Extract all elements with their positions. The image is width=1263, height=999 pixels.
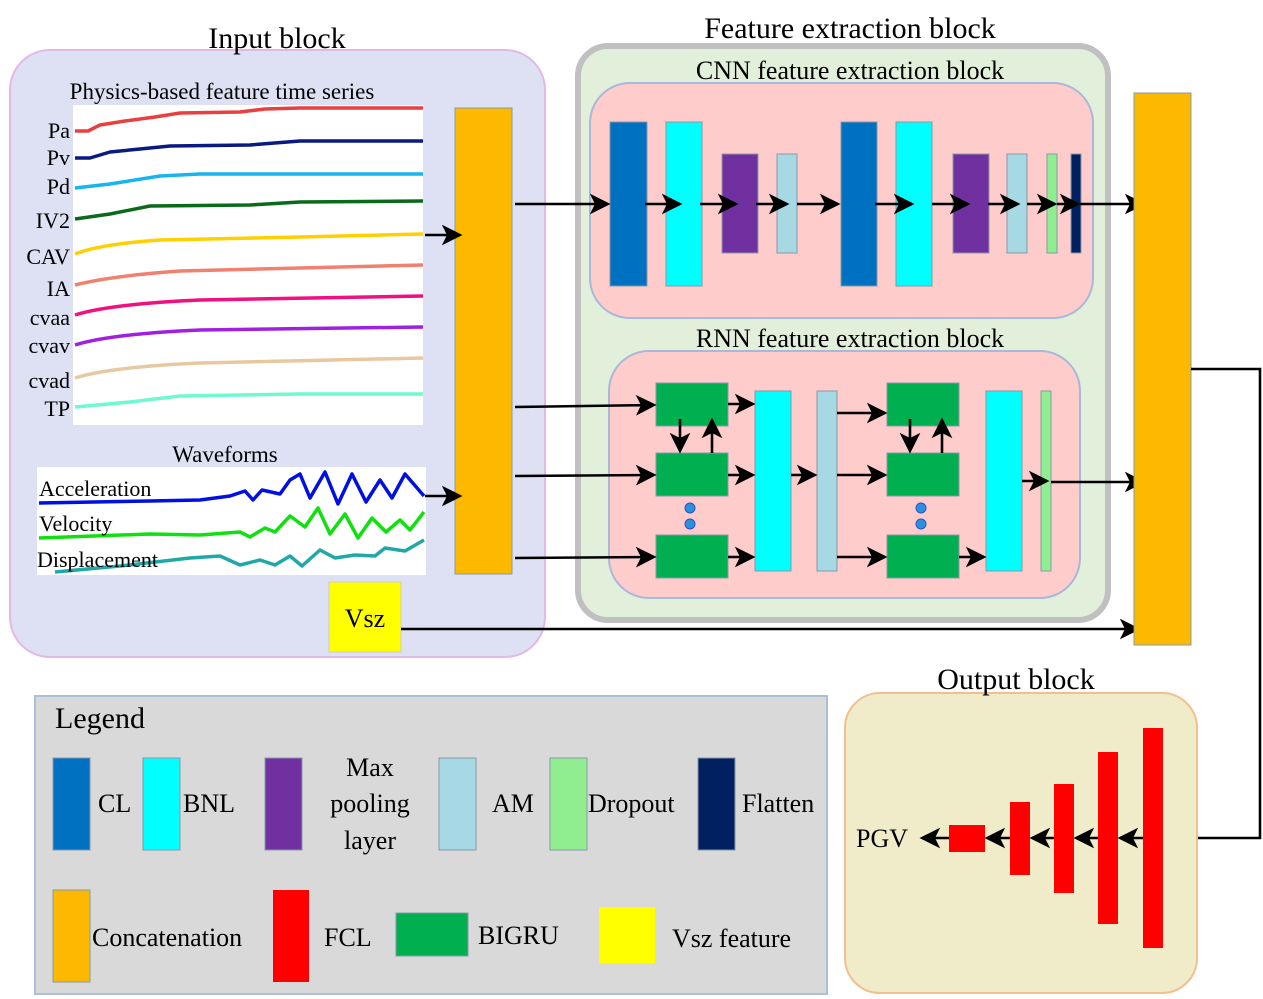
legend-swatch-cl bbox=[52, 757, 91, 851]
rnn-arrows bbox=[514, 393, 1146, 568]
feature-extraction-block: Feature extraction block CNN feature ext… bbox=[514, 12, 1146, 623]
feature-label: IV2 bbox=[36, 208, 70, 233]
legend-label-am: AM bbox=[492, 789, 534, 818]
series-line bbox=[74, 263, 424, 287]
pgv-output-label: PGV bbox=[856, 824, 908, 853]
feature-labels: Pa Pv Pd IV2 CAV IA cvaa cvav cvad TP bbox=[26, 118, 70, 421]
feature-label: cvav bbox=[28, 333, 70, 358]
waveforms-title: Waveforms bbox=[172, 442, 277, 467]
bigru-cell bbox=[655, 382, 729, 427]
input-block-title: Input block bbox=[208, 22, 345, 55]
final-concatenation-bar bbox=[1133, 92, 1192, 646]
input-block: Input block Physics-based feature time s… bbox=[9, 22, 546, 658]
rnn-am-layer bbox=[816, 390, 838, 572]
series-line bbox=[74, 199, 424, 221]
feature-label: cvad bbox=[28, 368, 70, 393]
legend-label-vsz: Vsz feature bbox=[672, 924, 791, 953]
legend-label-dropout: Dropout bbox=[588, 789, 675, 818]
legend-label-bigru: BIGRU bbox=[478, 921, 559, 950]
velocity-waveform bbox=[38, 506, 426, 540]
cnn-cl-layer bbox=[840, 121, 878, 287]
legend-label-maxpool: Max bbox=[346, 753, 394, 782]
legend-swatch-flatten bbox=[697, 757, 736, 851]
series-line bbox=[75, 106, 423, 133]
legend-title: Legend bbox=[55, 702, 145, 735]
rnn-bnl-layer bbox=[754, 390, 792, 572]
legend-swatch-am bbox=[438, 757, 477, 851]
waveform-label: Acceleration bbox=[39, 476, 151, 501]
feature-block-title: Feature extraction block bbox=[704, 12, 996, 45]
vsz-feature-box bbox=[328, 581, 402, 653]
fcl-layer bbox=[949, 825, 985, 852]
physics-title: Physics-based feature time series bbox=[70, 79, 375, 104]
fcl-layer bbox=[1054, 784, 1074, 893]
feature-label: cvaa bbox=[30, 305, 71, 330]
feature-series bbox=[74, 106, 424, 409]
legend-swatch-vsz bbox=[599, 907, 655, 963]
ellipsis-dot bbox=[684, 518, 696, 530]
output-block: Output block PGV bbox=[844, 663, 1198, 994]
vsz-label: Vsz bbox=[345, 604, 385, 633]
legend-swatch-bnl bbox=[142, 757, 181, 851]
legend-swatch-concatenation bbox=[52, 889, 91, 983]
feature-label: TP bbox=[44, 396, 70, 421]
ellipsis-dot bbox=[915, 518, 927, 530]
legend-swatch-maxpool bbox=[264, 757, 303, 851]
acceleration-waveform bbox=[38, 470, 426, 506]
cnn-block-title: CNN feature extraction block bbox=[696, 56, 1004, 85]
legend-swatch-dropout bbox=[549, 757, 588, 851]
rnn-block-title: RNN feature extraction block bbox=[696, 324, 1004, 353]
bigru-cell bbox=[886, 382, 960, 427]
series-line bbox=[74, 294, 424, 317]
series-line bbox=[74, 356, 424, 380]
legend: Legend CL BNL Max pooling layer AM Dropo… bbox=[34, 695, 828, 995]
feature-label: Pd bbox=[47, 174, 70, 199]
feature-label: Pa bbox=[48, 118, 70, 143]
rnn-bnl-layer bbox=[985, 390, 1023, 572]
legend-label-flatten: Flatten bbox=[742, 789, 814, 818]
series-line bbox=[74, 392, 423, 409]
legend-label-fcl: FCL bbox=[324, 923, 372, 952]
bigru-cell bbox=[886, 534, 960, 579]
feature-label: CAV bbox=[26, 244, 70, 269]
output-block-title: Output block bbox=[937, 663, 1095, 696]
waveform-label: Velocity bbox=[39, 511, 112, 536]
fcl-layer bbox=[1010, 802, 1030, 875]
input-concatenation-bar bbox=[454, 107, 513, 575]
ellipsis-dot bbox=[684, 502, 696, 514]
bigru-cell bbox=[655, 534, 729, 579]
series-line bbox=[74, 232, 424, 256]
series-line bbox=[75, 139, 423, 160]
displacement-waveform bbox=[54, 538, 425, 574]
cnn-cl-layer bbox=[609, 121, 648, 287]
legend-label-maxpool: pooling bbox=[330, 789, 409, 818]
legend-label-cl: CL bbox=[98, 789, 131, 818]
series-line bbox=[74, 325, 424, 347]
legend-swatch-fcl bbox=[273, 890, 309, 982]
waveform-label: Displacement bbox=[37, 547, 158, 572]
arrow bbox=[1163, 367, 1262, 849]
legend-label-concatenation: Concatenation bbox=[92, 923, 242, 952]
bigru-cell bbox=[886, 452, 960, 497]
fcl-layer bbox=[1098, 752, 1118, 924]
fcl-layer bbox=[1143, 728, 1163, 948]
legend-label-maxpool: layer bbox=[344, 826, 396, 855]
ellipsis-dot bbox=[915, 502, 927, 514]
bigru-cell bbox=[655, 452, 729, 497]
legend-label-bnl: BNL bbox=[183, 789, 235, 818]
series-line bbox=[74, 172, 423, 190]
feature-label: Pv bbox=[47, 145, 70, 170]
legend-swatch-bigru bbox=[395, 912, 469, 957]
feature-label: IA bbox=[47, 276, 70, 301]
